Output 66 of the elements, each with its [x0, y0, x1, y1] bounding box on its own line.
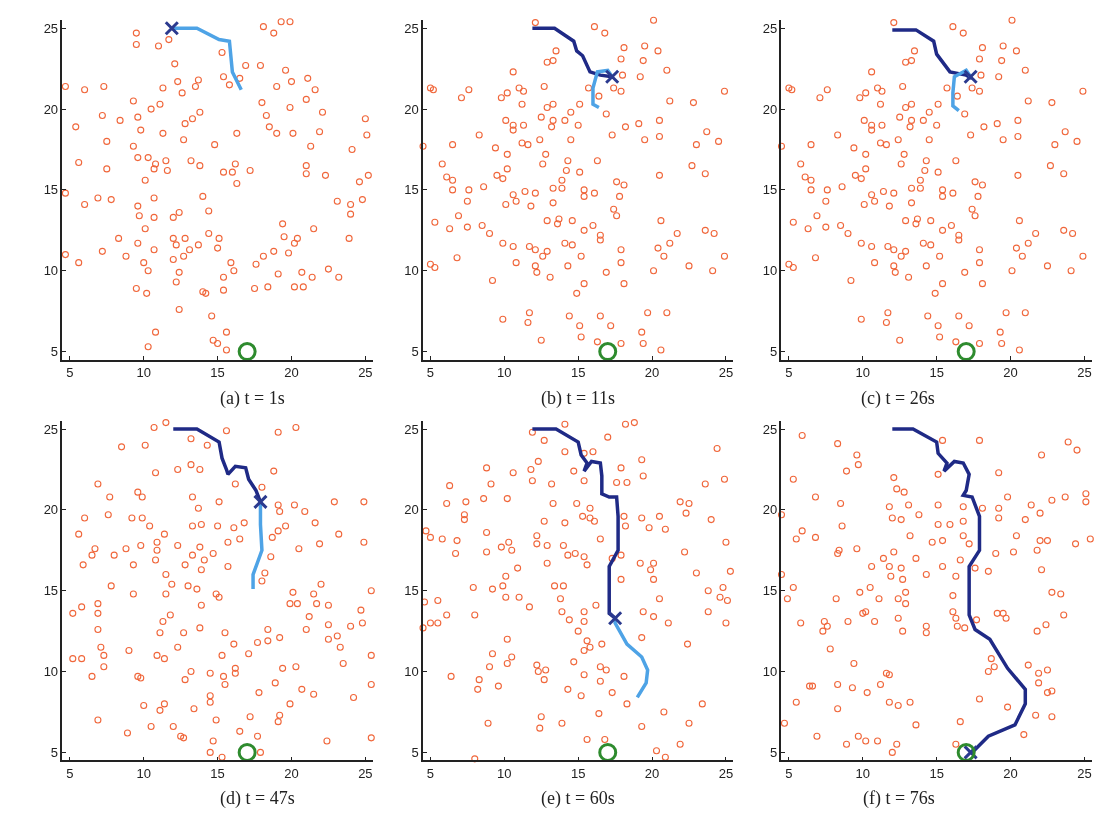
text: (a) t = 1s — [220, 388, 285, 409]
y-tick-label: 5 — [769, 744, 778, 760]
x-tick-label: 5 — [426, 765, 435, 781]
y-tick-label: 20 — [762, 502, 778, 518]
y-tick-label: 25 — [404, 421, 419, 437]
x-tick-label: 25 — [718, 365, 734, 380]
y-tick-label: 25 — [43, 20, 59, 36]
y-tick-label: 25 — [43, 421, 59, 437]
y-tick-label: 5 — [50, 344, 59, 360]
y-tick-label: 10 — [762, 263, 778, 279]
x-tick-label: 25 — [718, 765, 734, 781]
y-tick-label: 15 — [762, 583, 778, 599]
y-tick-label: 5 — [50, 744, 59, 760]
text: (e) t = 60s — [541, 788, 615, 809]
x-tick-label: 25 — [358, 365, 373, 380]
x-tick-label: 10 — [136, 765, 151, 781]
text: (d) t = 47s — [220, 788, 295, 809]
x-tick-label: 5 — [66, 765, 74, 781]
y-tick-label: 10 — [404, 263, 419, 279]
x-tick-label: 25 — [358, 765, 373, 781]
x-tick-label: 10 — [497, 765, 512, 781]
y-tick-label: 10 — [43, 664, 59, 680]
y-tick-label: 15 — [404, 182, 419, 198]
text: (b) t = 11s — [541, 388, 615, 409]
x-tick-label: 5 — [66, 365, 74, 380]
y-tick-label: 15 — [404, 583, 419, 599]
y-tick-label: 20 — [43, 101, 59, 117]
y-tick-label: 10 — [404, 664, 419, 680]
x-tick-label: 25 — [1077, 765, 1092, 781]
y-tick-label: 20 — [404, 101, 419, 117]
y-tick-label: 20 — [43, 502, 59, 518]
x-tick-label: 15 — [210, 765, 225, 781]
y-tick-label: 15 — [762, 182, 778, 198]
y-tick-label: 5 — [411, 744, 419, 760]
y-tick-label: 25 — [404, 20, 419, 36]
x-tick-label: 10 — [136, 365, 151, 380]
x-tick-label: 20 — [644, 365, 660, 380]
x-tick-label: 5 — [785, 365, 793, 380]
x-tick-label: 5 — [426, 365, 435, 380]
y-tick-label: 25 — [762, 20, 778, 36]
x-tick-label: 20 — [284, 765, 299, 781]
x-tick-label: 15 — [210, 365, 225, 380]
x-tick-label: 15 — [570, 765, 586, 781]
x-tick-label: 10 — [497, 365, 512, 380]
y-tick-label: 10 — [43, 263, 59, 279]
x-tick-label: 15 — [929, 765, 944, 781]
x-tick-label: 15 — [570, 365, 586, 380]
text: (f) t = 76s — [863, 788, 935, 809]
x-tick-label: 20 — [644, 765, 660, 781]
y-tick-label: 20 — [404, 502, 419, 518]
text: (c) t = 26s — [861, 388, 935, 409]
y-tick-label: 10 — [762, 664, 778, 680]
y-tick-label: 15 — [43, 182, 59, 198]
x-tick-label: 10 — [855, 765, 870, 781]
x-tick-label: 20 — [284, 365, 299, 380]
x-tick-label: 20 — [1003, 765, 1018, 781]
x-tick-label: 15 — [929, 365, 944, 380]
y-tick-label: 5 — [769, 344, 778, 360]
x-tick-label: 10 — [855, 365, 870, 380]
x-tick-label: 20 — [1003, 365, 1018, 380]
x-tick-label: 25 — [1077, 365, 1092, 380]
x-tick-label: 5 — [785, 765, 793, 781]
y-tick-label: 5 — [411, 344, 419, 360]
y-tick-label: 25 — [762, 421, 778, 437]
y-tick-label: 15 — [43, 583, 59, 599]
y-tick-label: 20 — [762, 101, 778, 117]
